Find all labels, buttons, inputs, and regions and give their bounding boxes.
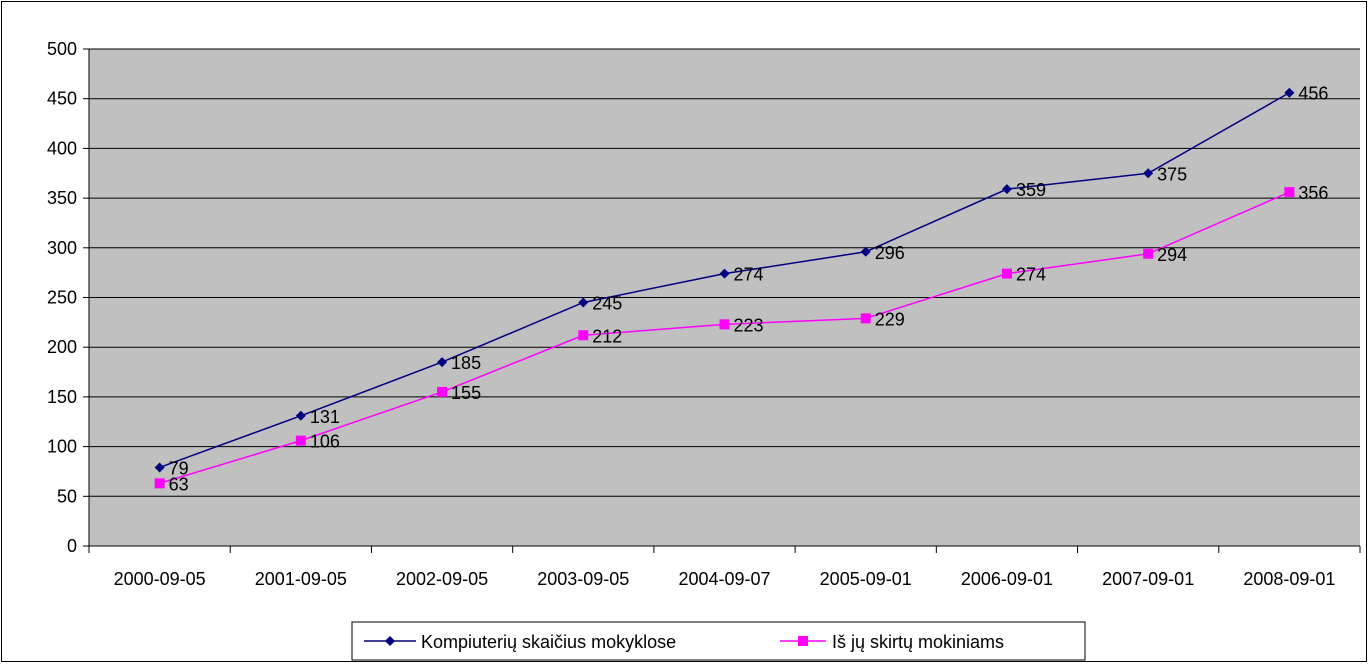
y-tick-label-200: 200 [47,337,77,357]
data-point [295,435,306,446]
x-axis-ticks: 2000-09-05 2001-09-05 2002-09-05 2003-09-05… [88,546,1361,589]
y-tick-label-300: 300 [47,238,77,258]
data-point [578,330,589,341]
legend-marker-series-1 [798,636,808,646]
y-tick-label-500: 500 [47,39,77,59]
x-tick-label-2005-09-01: 2005-09-01 [820,569,912,589]
series-1: 63 106 155 212 223 229 274 294 356 [154,183,1328,494]
x-tick-label-2007-09-01: 2007-09-01 [1102,569,1194,589]
data-label: 294 [1157,245,1187,265]
data-label: 274 [1016,265,1046,285]
x-tick-label-2004-09-07: 2004-09-07 [678,569,770,589]
data-label: 223 [734,315,764,335]
data-label: 359 [1016,180,1046,200]
y-tick-label-0: 0 [67,536,77,556]
data-point [154,462,165,473]
data-label: 356 [1298,183,1328,203]
data-point [1001,268,1012,279]
legend-label-series-0: Kompiuterių skaičius mokyklose [421,632,676,652]
y-axis-ticks: 0 50 100 150 200 250 300 350 400 450 500 [47,39,89,556]
data-label: 79 [169,458,189,478]
data-point [1143,248,1154,259]
y-tick-label-250: 250 [47,288,77,308]
y-tick-label-350: 350 [47,188,77,208]
gridlines [89,48,1360,497]
series-group: 79 131 185 245 274 296 359 375 456 63 106 155 212 223… [154,84,1328,494]
data-label: 212 [592,326,622,346]
data-point [1001,184,1012,195]
y-tick-label-100: 100 [47,437,77,457]
data-point [154,478,165,489]
data-point [295,410,306,421]
data-label: 106 [310,432,340,452]
data-label: 274 [734,265,764,285]
x-tick-label-2006-09-01: 2006-09-01 [961,569,1053,589]
data-label: 185 [451,353,481,373]
data-label: 296 [875,243,905,263]
data-point [1284,187,1295,198]
x-tick-label-2003-09-05: 2003-09-05 [537,569,629,589]
legend-label-series-1: Iš jų skirtų mokiniams [832,632,1004,652]
data-label: 456 [1298,84,1328,104]
data-point [437,357,448,368]
data-label: 375 [1157,164,1187,184]
data-point [578,297,589,308]
y-tick-label-450: 450 [47,89,77,109]
series-0: 79 131 185 245 274 296 359 375 456 [154,84,1328,478]
data-label: 245 [592,293,622,313]
y-tick-label-400: 400 [47,138,77,158]
y-tick-label-150: 150 [47,387,77,407]
legend: Kompiuterių skaičius mokyklose Iš jų ski… [351,621,1086,661]
data-label: 229 [875,309,905,329]
data-point [860,313,871,324]
x-tick-label-2000-09-05: 2000-09-05 [114,569,206,589]
x-tick-label-2001-09-05: 2001-09-05 [255,569,347,589]
data-point [1143,168,1154,179]
data-label: 131 [310,407,340,427]
x-tick-label-2008-09-01: 2008-09-01 [1243,569,1335,589]
legend-marker-series-0 [385,636,395,646]
y-tick-label-50: 50 [57,486,77,506]
x-tick-label-2002-09-05: 2002-09-05 [396,569,488,589]
data-point [719,319,730,330]
data-label: 155 [451,383,481,403]
data-point [437,386,448,397]
data-label: 63 [169,474,189,494]
data-point [719,268,730,279]
data-point [860,246,871,257]
data-point [1284,87,1295,98]
legend-box [351,621,1086,661]
